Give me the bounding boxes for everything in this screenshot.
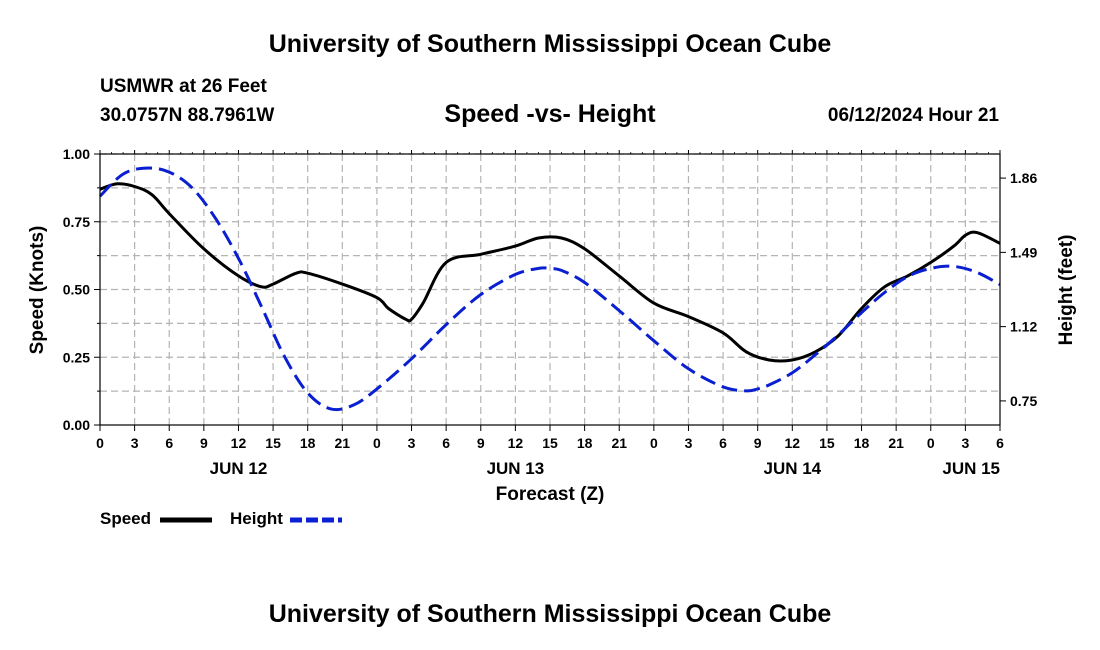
legend-speed-label: Speed [100, 509, 152, 528]
y2-tick-label: 0.75 [1010, 393, 1037, 409]
chart-main-title: University of Southern Mississippi Ocean… [268, 30, 832, 58]
series-layer [98, 166, 1001, 412]
x-tick-label: 12 [785, 435, 801, 451]
x-tick-label: 15 [265, 435, 281, 451]
x-tick-label: 0 [373, 435, 381, 451]
x-tick-label: 3 [961, 435, 969, 451]
y2-tick-label: 1.49 [1010, 244, 1037, 260]
y-tick-label: 0.75 [63, 214, 90, 230]
x-tick-label: 21 [888, 435, 904, 451]
x-tick-label: 3 [131, 435, 139, 451]
x-tick-label: 12 [508, 435, 524, 451]
grid-layer [100, 153, 1000, 425]
x-tick-label: 12 [231, 435, 247, 451]
y-tick-label: 1.00 [63, 146, 90, 162]
y-tick-label: 0.50 [63, 282, 90, 298]
x-tick-label: 3 [685, 435, 693, 451]
x-tick-label: 18 [577, 435, 593, 451]
x-axis-title: Forecast (Z) [496, 484, 605, 505]
x-tick-label: 0 [927, 435, 935, 451]
axis-layer: 0 3 6 9 12 15 18 21 0 3 6 9 12 15 18 21 0 3 6 9 12 15 18 21 0 3 6 J… [63, 146, 1038, 478]
x-tick-label: 0 [650, 435, 658, 451]
y2-tick-label: 1.86 [1010, 170, 1037, 186]
legend-height-label: Height [230, 509, 283, 528]
forecast-datetime: 06/12/2024 Hour 21 [827, 105, 999, 126]
station-label: USMWR at 26 Feet [100, 76, 267, 97]
series-line-height [98, 166, 1001, 412]
x-tick-label: 9 [200, 435, 208, 451]
x-tick-label: 9 [477, 435, 485, 451]
footer-title: University of Southern Mississippi Ocean… [268, 600, 832, 628]
y2-axis-title: Height (feet) [1056, 235, 1077, 346]
x-tick-label: 6 [719, 435, 727, 451]
x-tick-label: 6 [165, 435, 173, 451]
date-label: JUN 12 [210, 459, 268, 478]
x-tick-label: 15 [542, 435, 558, 451]
x-tick-label: 0 [96, 435, 104, 451]
x-tick-label: 21 [611, 435, 627, 451]
x-tick-label: 15 [819, 435, 835, 451]
y2-tick-label: 1.12 [1010, 319, 1037, 335]
date-label: JUN 14 [763, 459, 821, 478]
chart-subtitle: Speed -vs- Height [444, 100, 656, 128]
x-tick-label: 9 [754, 435, 762, 451]
y-axis-title: Speed (Knots) [27, 226, 48, 355]
x-tick-label: 6 [996, 435, 1004, 451]
x-tick-label: 21 [335, 435, 351, 451]
y-tick-label: 0.00 [63, 417, 90, 433]
x-tick-label: 3 [408, 435, 416, 451]
y-tick-label: 0.25 [63, 349, 90, 365]
x-tick-label: 18 [300, 435, 316, 451]
date-label: JUN 13 [487, 459, 545, 478]
coordinates-label: 30.0757N 88.7961W [100, 105, 275, 126]
x-tick-label: 18 [854, 435, 870, 451]
date-label: JUN 15 [942, 459, 1000, 478]
x-tick-label: 6 [442, 435, 450, 451]
